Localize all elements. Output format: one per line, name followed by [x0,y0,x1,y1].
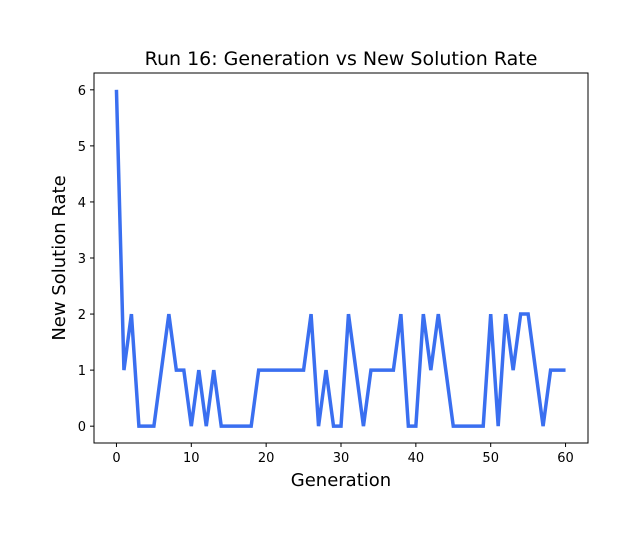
plot-area [93,72,589,444]
series-layer [114,89,566,428]
chart-title: Run 16: Generation vs New Solution Rate [145,48,538,70]
x-tick-label: 20 [258,451,275,466]
y-axis: 0 1 2 3 4 5 6 [78,84,94,435]
x-axis-label: Generation [291,470,391,491]
x-tick-label: 50 [482,451,499,466]
x-tick-label: 0 [112,451,120,466]
plot-frame [93,72,589,444]
y-tick-label: 3 [78,252,86,267]
x-axis: 0 10 20 30 40 50 60 [112,443,574,466]
series-line [114,89,566,428]
y-tick-label: 4 [78,196,86,211]
y-tick-label: 6 [78,84,86,99]
x-tick-label: 60 [557,451,574,466]
x-tick-label: 30 [333,451,350,466]
y-tick-label: 2 [78,308,86,323]
y-tick-label: 5 [78,140,86,155]
y-tick-label: 0 [78,420,86,435]
y-axis-label: New Solution Rate [49,175,70,340]
x-tick-label: 40 [408,451,425,466]
x-tick-label: 10 [183,451,200,466]
y-tick-label: 1 [78,364,86,379]
